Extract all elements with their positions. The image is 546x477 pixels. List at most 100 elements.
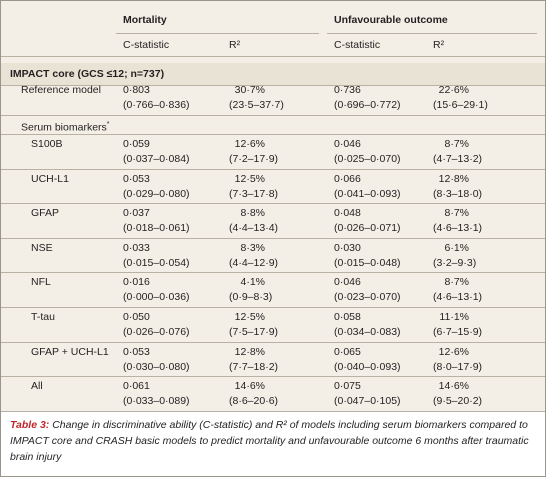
cell-value: 0·075 <box>334 380 361 392</box>
cell-value: 0·053 <box>123 173 150 185</box>
cell-value: 8·3% <box>240 242 265 254</box>
cell-value: 0·048 <box>334 207 361 219</box>
cell-interval: (6·7–15·9) <box>433 326 483 338</box>
cell-interval: (0·033–0·089) <box>123 395 190 407</box>
cell-interval: (7·7–18·2) <box>229 361 279 373</box>
row-label: All <box>31 380 43 392</box>
cell-value: 12·8% <box>438 173 469 185</box>
cell-value: 0·016 <box>123 276 150 288</box>
rule <box>1 342 545 343</box>
cell-value: 30·7% <box>234 84 265 96</box>
row-label: NFL <box>31 276 51 288</box>
cell-value: 0·046 <box>334 138 361 150</box>
cell-interval: (4·4–12·9) <box>229 257 279 269</box>
cell-interval: (0·696–0·772) <box>334 99 401 111</box>
group-header: Mortality <box>123 14 167 26</box>
column-header: R² <box>229 39 241 51</box>
row-label: NSE <box>31 242 53 254</box>
cell-value: 12·8% <box>234 346 265 358</box>
cell-interval: (0·023–0·070) <box>334 291 401 303</box>
cell-value: 12·6% <box>438 346 469 358</box>
cell-value: 8·7% <box>444 276 469 288</box>
cell-value: 0·061 <box>123 380 150 392</box>
section-heading: IMPACT core (GCS ≤12; n=737) <box>10 68 165 80</box>
cell-interval: (0·015–0·054) <box>123 257 190 269</box>
cell-value: 8·8% <box>240 207 265 219</box>
cell-value: 11·1% <box>439 311 469 323</box>
subheading: Serum biomarkers* <box>21 121 110 134</box>
cell-interval: (0·034–0·083) <box>334 326 401 338</box>
cell-interval: (0·018–0·061) <box>123 222 190 234</box>
cell-value: 0·046 <box>334 276 361 288</box>
group-header: Unfavourable outcome <box>334 14 448 26</box>
cell-value: 12·6% <box>234 138 265 150</box>
cell-interval: (0·025–0·070) <box>334 153 401 165</box>
column-header: R² <box>433 39 445 51</box>
row-label: S100B <box>31 138 63 150</box>
column-header: C-statistic <box>334 39 381 51</box>
cell-value: 0·050 <box>123 311 150 323</box>
cell-value: 0·066 <box>334 173 361 185</box>
column-header: C-statistic <box>123 39 170 51</box>
section-band <box>1 63 545 85</box>
cell-value: 14·6% <box>438 380 469 392</box>
rule <box>1 85 545 86</box>
cell-interval: (0·030–0·080) <box>123 361 190 373</box>
rule <box>1 307 545 308</box>
rule <box>116 33 319 34</box>
cell-interval: (0·047–0·105) <box>334 395 401 407</box>
rule <box>1 238 545 239</box>
caption-label: Table 3: <box>10 419 50 431</box>
cell-interval: (8·6–20·6) <box>229 395 279 407</box>
cell-value: 0·030 <box>334 242 361 254</box>
rule <box>327 33 537 34</box>
cell-value: 0·065 <box>334 346 361 358</box>
cell-interval: (0·037–0·084) <box>123 153 190 165</box>
rule <box>1 134 545 135</box>
rule <box>1 56 545 57</box>
cell-interval: (8·3–18·0) <box>433 188 483 200</box>
cell-interval: (15·6–29·1) <box>433 99 488 111</box>
cell-value: 0·033 <box>123 242 150 254</box>
caption-text: Table 3: Change in discriminative abilit… <box>10 417 530 465</box>
cell-interval: (4·6–13·1) <box>433 291 483 303</box>
rule <box>1 115 545 116</box>
cell-value: 4·1% <box>240 276 265 288</box>
cell-interval: (7·2–17·9) <box>229 153 279 165</box>
cell-interval: (9·5–20·2) <box>433 395 483 407</box>
cell-value: 22·6% <box>438 84 469 96</box>
cell-value: 8·7% <box>444 207 469 219</box>
cell-interval: (0·000–0·036) <box>123 291 190 303</box>
rule <box>1 203 545 204</box>
cell-value: 0·736 <box>334 84 361 96</box>
cell-value: 14·6% <box>234 380 265 392</box>
cell-interval: (4·4–13·4) <box>229 222 279 234</box>
cell-interval: (0·015–0·048) <box>334 257 401 269</box>
caption-body: Change in discriminative ability (C-stat… <box>10 419 529 463</box>
footnote-marker: * <box>106 121 110 128</box>
cell-value: 12·5% <box>234 173 265 185</box>
cell-interval: (23·5–37·7) <box>229 99 284 111</box>
row-label: GFAP + UCH-L1 <box>31 346 109 358</box>
row-label: T-tau <box>31 311 55 323</box>
row-label: GFAP <box>31 207 60 219</box>
cell-interval: (7·5–17·9) <box>229 326 279 338</box>
caption: Table 3: Change in discriminative abilit… <box>1 411 545 476</box>
cell-value: 0·058 <box>334 311 361 323</box>
rule <box>1 376 545 377</box>
cell-value: 6·1% <box>444 242 469 254</box>
cell-interval: (0·029–0·080) <box>123 188 190 200</box>
cell-interval: (8·0–17·9) <box>433 361 483 373</box>
cell-value: 12·5% <box>234 311 265 323</box>
cell-value: 0·053 <box>123 346 150 358</box>
rule <box>1 169 545 170</box>
cell-interval: (0·9–8·3) <box>229 291 273 303</box>
cell-value: 0·037 <box>123 207 150 219</box>
row-label: Reference model <box>21 84 101 96</box>
cell-interval: (3·2–9·3) <box>433 257 477 269</box>
cell-interval: (0·026–0·071) <box>334 222 401 234</box>
cell-value: 0·803 <box>123 84 150 96</box>
row-label: UCH-L1 <box>31 173 69 185</box>
cell-interval: (4·7–13·2) <box>433 153 483 165</box>
